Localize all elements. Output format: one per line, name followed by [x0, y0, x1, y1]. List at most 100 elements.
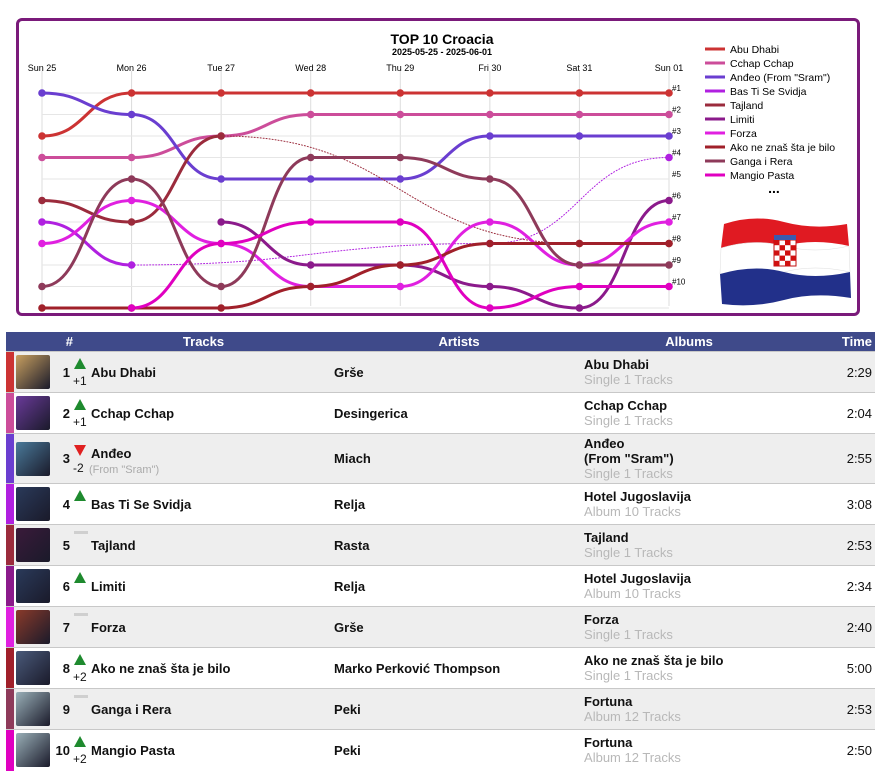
track-title[interactable]: Cchap Cchap: [91, 406, 175, 421]
artist-name[interactable]: Grše: [334, 364, 364, 380]
cover-image[interactable]: [14, 525, 54, 566]
album-title[interactable]: Fortuna: [584, 694, 633, 709]
artist-name[interactable]: Relja: [334, 578, 366, 594]
cover-image[interactable]: [14, 689, 54, 730]
album-title[interactable]: Fortuna: [584, 735, 633, 751]
series-line: [40, 199, 134, 224]
series-point: [306, 89, 315, 97]
rank-number: 3: [62, 451, 71, 466]
table-row[interactable]: 5 Tajland Rasta Tajland Single 1 Tracks …: [6, 524, 876, 566]
artist-name[interactable]: Marko Perković Thompson: [334, 660, 501, 676]
table-row[interactable]: 2 +1 Cchap Cchap Desingerica Cchap Cchap…: [6, 392, 876, 434]
album-title[interactable]: Hotel Jugoslavija: [584, 489, 691, 504]
track-title[interactable]: Tajland: [91, 538, 136, 553]
artist-name[interactable]: Desingerica: [334, 405, 408, 421]
series-point: [575, 89, 584, 97]
track-cell[interactable]: Bas Ti Se Svidja: [89, 484, 334, 525]
series-point: [127, 175, 136, 183]
rank-up-icon: [74, 399, 87, 410]
album-title[interactable]: Cchap Cchap: [584, 398, 668, 413]
cover-image[interactable]: [14, 434, 54, 484]
cover-image[interactable]: [14, 730, 54, 771]
album-title[interactable]: Tajland: [584, 530, 629, 545]
series-line: [219, 156, 313, 288]
track-cell[interactable]: Anđeo (From "Sram"): [89, 434, 334, 484]
series-point: [486, 89, 494, 97]
album-cell[interactable]: Abu Dhabi Single 1 Tracks: [584, 352, 794, 393]
album-cell[interactable]: Hotel Jugoslavija Album 10 Tracks: [584, 484, 794, 525]
track-cell[interactable]: Ako ne znaš šta je bilo: [89, 648, 334, 689]
table-row[interactable]: 1 +1 Abu Dhabi Grše Abu Dhabi Single 1 T…: [6, 351, 876, 393]
table-row[interactable]: 7 Forza Grše Forza Single 1 Tracks 2:40: [6, 606, 876, 648]
track-title[interactable]: Mangio Pasta: [91, 743, 175, 759]
series-point: [38, 304, 46, 312]
artist-name[interactable]: Grše: [334, 619, 364, 635]
series-line: [219, 220, 313, 245]
x-tick-label: Fri 30: [478, 63, 501, 73]
table-row[interactable]: 10 +2 Mangio Pasta Peki Fortuna Album 12…: [6, 729, 876, 771]
track-title[interactable]: Ako ne znaš šta je bilo: [91, 661, 231, 676]
series-point: [306, 218, 315, 226]
artist-name[interactable]: Miach: [334, 451, 371, 466]
table-row[interactable]: 3 -2 Anđeo (From "Sram") Miach Anđeo (Fr…: [6, 433, 876, 484]
album-title[interactable]: Anđeo: [584, 436, 625, 451]
chart-panel: TOP 10 Croacia 2025-05-25 - 2025-06-01 S…: [16, 18, 860, 316]
row-color-bar: [6, 524, 14, 566]
album-cell[interactable]: Cchap Cchap Single 1 Tracks: [584, 393, 794, 434]
series-point: [396, 175, 405, 183]
table-row[interactable]: 6 Limiti Relja Hotel Jugoslavija Album 1…: [6, 565, 876, 607]
track-title[interactable]: Ganga i Rera: [91, 702, 172, 717]
table-row[interactable]: 4 Bas Ti Se Svidja Relja Hotel Jugoslavi…: [6, 483, 876, 525]
album-cell[interactable]: Hotel Jugoslavija Album 10 Tracks: [584, 566, 794, 607]
track-title[interactable]: Anđeo: [91, 445, 132, 461]
artist-name[interactable]: Rasta: [334, 537, 370, 553]
cover-image[interactable]: [14, 352, 54, 393]
artist-name[interactable]: Peki: [334, 742, 361, 758]
album-title-line2[interactable]: (From "Sram"): [584, 451, 674, 466]
album-cell[interactable]: Anđeo (From "Sram") Single 1 Tracks: [584, 434, 794, 484]
cover-image[interactable]: [14, 393, 54, 434]
album-cell[interactable]: Fortuna Album 12 Tracks: [584, 689, 794, 730]
album-info: Single 1 Tracks: [584, 545, 673, 560]
track-title[interactable]: Limiti: [91, 579, 126, 594]
series-point: [665, 153, 673, 162]
album-cell[interactable]: Ako ne znaš šta je bilo Single 1 Tracks: [584, 648, 794, 689]
series-line: [219, 285, 313, 310]
track-title[interactable]: Forza: [91, 620, 126, 635]
artist-name[interactable]: Relja: [334, 496, 366, 512]
album-cell[interactable]: Forza Single 1 Tracks: [584, 607, 794, 648]
track-cell[interactable]: Limiti: [89, 566, 334, 607]
rank-up-icon: [74, 490, 87, 501]
series-point: [396, 153, 405, 162]
rank-number: 6: [62, 578, 71, 594]
track-cell[interactable]: Tajland: [89, 525, 334, 566]
album-title[interactable]: Hotel Jugoslavija: [584, 571, 691, 586]
track-title[interactable]: Bas Ti Se Svidja: [91, 497, 192, 512]
album-title[interactable]: Forza: [584, 612, 619, 627]
track-cell[interactable]: Abu Dhabi: [89, 352, 334, 393]
album-title[interactable]: Ako ne znaš šta je bilo: [584, 653, 724, 668]
table-row[interactable]: 8 +2 Ako ne znaš šta je bilo Marko Perko…: [6, 647, 876, 689]
track-duration: 2:53: [846, 701, 873, 717]
track-cell[interactable]: Mangio Pasta: [89, 730, 334, 771]
series-point: [127, 218, 136, 226]
cover-image[interactable]: [14, 484, 54, 525]
album-cell[interactable]: Tajland Single 1 Tracks: [584, 525, 794, 566]
track-cell[interactable]: Forza: [89, 607, 334, 648]
series-point: [127, 196, 136, 205]
series-point: [665, 89, 673, 97]
artist-name[interactable]: Peki: [334, 701, 361, 717]
track-cell[interactable]: Ganga i Rera: [89, 689, 334, 730]
top10-table: # Tracks Artists Albums Time 1 +1 Abu Dh…: [6, 332, 876, 771]
cover-image[interactable]: [14, 607, 54, 648]
track-cell[interactable]: Cchap Cchap: [89, 393, 334, 434]
rank-same-icon: [74, 531, 89, 534]
album-title[interactable]: Abu Dhabi: [584, 357, 650, 372]
header-artists: Artists: [334, 332, 585, 352]
cover-image[interactable]: [14, 566, 54, 607]
album-cell[interactable]: Fortuna Album 12 Tracks: [584, 730, 794, 771]
series-line: [40, 91, 134, 116]
track-title[interactable]: Abu Dhabi: [91, 365, 157, 380]
table-row[interactable]: 9 Ganga i Rera Peki Fortuna Album 12 Tra…: [6, 688, 876, 730]
cover-image[interactable]: [14, 648, 54, 689]
